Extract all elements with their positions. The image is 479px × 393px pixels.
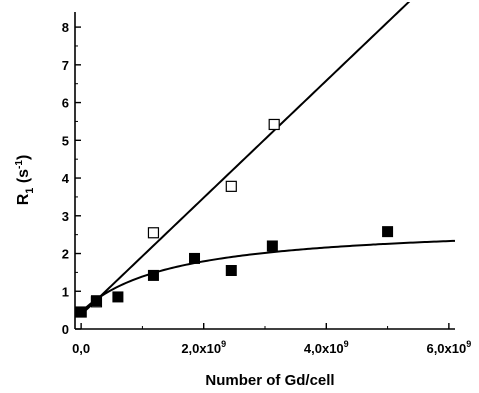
x-tick-label: 2,0x109 [181,339,226,356]
y-tick-label: 8 [62,20,69,35]
y-tick-label: 6 [62,96,69,111]
y-axis-title-unit-sup: -1 [14,160,25,169]
y-axis-title-unit-open: (s [15,169,32,188]
data-point-open [147,227,160,239]
y-axis-title-sub: 1 [24,188,36,194]
y-tick-label: 0 [62,322,69,337]
axes: 0 1 2 3 4 5 6 7 8 0,0 2,0x109 4,0x109 6,0x109 [62,12,471,356]
data-point-filled [382,226,394,238]
data-point-filled [189,252,201,264]
y-tick-label: 4 [62,171,70,186]
y-axis-title-unit-close: ) [15,155,32,160]
data-point-filled [266,240,278,252]
data-point-filled [112,291,124,303]
y-tick-label: 7 [62,58,69,73]
y-tick-label: 3 [62,209,69,224]
y-tick-label: 1 [62,284,69,299]
x-tick-label: 4,0x109 [304,339,349,356]
x-tick-label: 0,0 [72,341,90,356]
y-axis-title-main: R [15,193,32,205]
plot-area [75,2,455,318]
x-axis-title: Number of Gd/cell [205,372,334,389]
y-tick-label: 5 [62,133,69,148]
data-point-filled [147,269,159,281]
y-axis-title: R1 (s-1) [14,155,36,206]
fit-line-1 [80,2,411,316]
data-point-open [268,118,280,131]
x-tick-label: 6,0x109 [426,339,471,356]
data-point-filled [225,265,237,277]
fit-line-2 [80,239,455,313]
data-point-open [225,180,237,192]
data-point-filled [75,306,87,318]
data-point-filled [90,295,102,307]
y-tick-label: 2 [62,247,69,262]
